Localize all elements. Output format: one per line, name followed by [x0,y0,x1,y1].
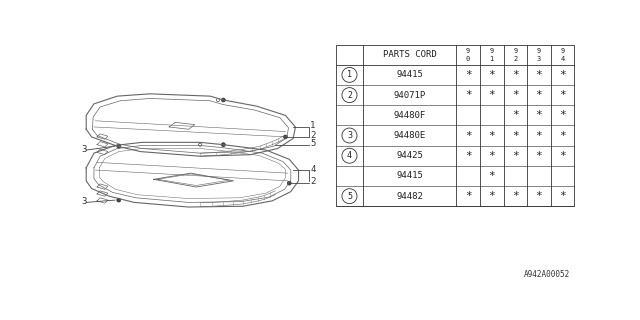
Text: *: * [512,151,519,161]
Text: *: * [465,191,472,201]
Text: *: * [536,191,542,201]
Text: *: * [465,90,472,100]
Text: *: * [536,131,542,140]
Text: 9: 9 [537,48,541,54]
Text: *: * [559,191,566,201]
Text: 94425: 94425 [396,151,423,160]
Text: 2: 2 [347,91,352,100]
Text: 2: 2 [513,56,518,62]
Text: 94071P: 94071P [394,91,426,100]
Text: *: * [559,131,566,140]
Text: *: * [512,110,519,120]
Circle shape [287,181,291,185]
Text: *: * [559,70,566,80]
Text: 94480F: 94480F [394,111,426,120]
Text: 94415: 94415 [396,70,423,79]
Text: *: * [488,90,495,100]
Text: 9: 9 [561,48,564,54]
Text: 0: 0 [466,56,470,62]
Text: *: * [465,70,472,80]
Text: *: * [488,191,495,201]
Text: 9: 9 [490,48,494,54]
Text: 2: 2 [310,177,316,186]
Text: *: * [536,90,542,100]
Text: *: * [488,171,495,181]
Text: 3: 3 [81,197,87,206]
Text: 3: 3 [81,145,87,154]
Text: 5: 5 [347,192,352,201]
Text: *: * [512,90,519,100]
Text: *: * [465,131,472,140]
Text: *: * [536,151,542,161]
Text: *: * [465,151,472,161]
Text: 3: 3 [347,131,352,140]
Text: 3: 3 [537,56,541,62]
Text: *: * [512,131,519,140]
Text: 9: 9 [513,48,518,54]
Text: *: * [559,151,566,161]
Text: 94480E: 94480E [394,131,426,140]
Text: *: * [536,70,542,80]
Text: 94415: 94415 [396,172,423,180]
Text: 94482: 94482 [396,192,423,201]
Text: *: * [512,70,519,80]
Text: 1: 1 [347,70,352,79]
Text: PARTS CORD: PARTS CORD [383,50,436,59]
Circle shape [117,144,121,148]
Text: *: * [488,131,495,140]
Circle shape [221,98,225,102]
Circle shape [117,198,121,202]
Text: 1: 1 [490,56,494,62]
Text: 9: 9 [466,48,470,54]
Text: *: * [488,151,495,161]
Text: 5: 5 [310,139,316,148]
Text: *: * [512,191,519,201]
Text: 4: 4 [310,165,316,174]
Text: *: * [536,110,542,120]
Circle shape [221,143,225,147]
Text: *: * [559,90,566,100]
Text: 4: 4 [347,151,352,160]
Circle shape [284,135,287,139]
Text: 1: 1 [310,121,316,130]
Text: 2: 2 [310,131,316,140]
Text: 4: 4 [561,56,564,62]
Bar [336,44,575,206]
Text: A942A00052: A942A00052 [524,270,570,279]
Text: *: * [488,70,495,80]
Text: *: * [559,110,566,120]
